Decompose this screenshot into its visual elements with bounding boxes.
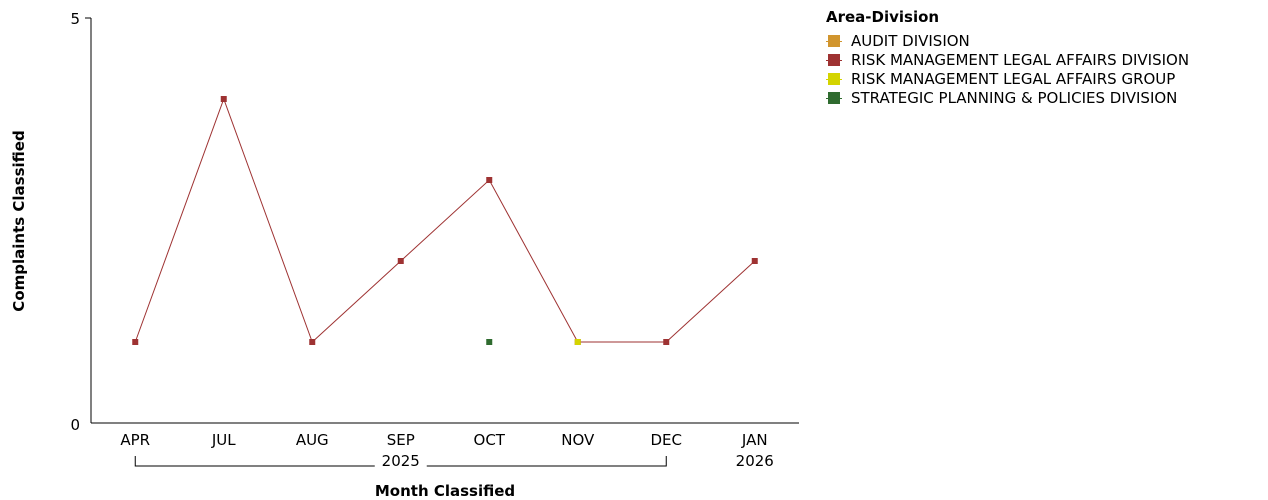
- year-bracket-right: [426, 456, 667, 467]
- year-bracket-left: [134, 456, 375, 467]
- data-point[interactable]: [751, 258, 758, 264]
- year-group-label: 2025: [382, 452, 420, 470]
- legend-item[interactable]: RISK MANAGEMENT LEGAL AFFAIRS GROUP: [826, 69, 1189, 88]
- legend-item[interactable]: STRATEGIC PLANNING & POLICIES DIVISION: [826, 88, 1189, 107]
- x-tick-label: JUL: [211, 431, 236, 449]
- data-point[interactable]: [397, 258, 404, 264]
- axes: [85, 17, 799, 424]
- legend: Area-Division AUDIT DIVISION RISK MANAGEM…: [826, 8, 1189, 107]
- y-tick-label: 0: [70, 416, 80, 434]
- legend-label: AUDIT DIVISION: [851, 31, 970, 50]
- legend-item[interactable]: AUDIT DIVISION: [826, 31, 1189, 50]
- year-group-label: 2026: [736, 452, 774, 470]
- data-point[interactable]: [574, 339, 581, 345]
- y-tick-label: 5: [70, 10, 80, 28]
- legend-label: STRATEGIC PLANNING & POLICIES DIVISION: [851, 88, 1178, 107]
- data-point[interactable]: [486, 177, 493, 183]
- legend-swatch: [826, 72, 842, 85]
- x-tick-label: AUG: [296, 431, 329, 449]
- data-point[interactable]: [486, 339, 493, 345]
- x-tick-label: SEP: [387, 431, 415, 449]
- legend-item[interactable]: RISK MANAGEMENT LEGAL AFFAIRS DIVISION: [826, 50, 1189, 69]
- data-point[interactable]: [663, 339, 670, 345]
- x-tick-label: NOV: [561, 431, 595, 449]
- x-tick-label: JAN: [741, 431, 768, 449]
- data-point[interactable]: [132, 339, 139, 345]
- series-line-1: [134, 97, 756, 343]
- x-tick-label: OCT: [474, 431, 506, 449]
- x-axis-title: Month Classified: [375, 482, 515, 500]
- legend-swatch: [826, 91, 842, 104]
- y-axis-title: Complaints Classified: [10, 130, 28, 311]
- legend-label: RISK MANAGEMENT LEGAL AFFAIRS GROUP: [851, 69, 1176, 88]
- legend-swatch: [826, 53, 842, 66]
- x-tick-label: APR: [120, 431, 150, 449]
- x-tick-label: DEC: [650, 431, 682, 449]
- legend-title: Area-Division: [826, 8, 940, 26]
- data-point[interactable]: [220, 96, 227, 102]
- data-point[interactable]: [309, 339, 316, 345]
- legend-swatch: [826, 34, 842, 47]
- legend-label: RISK MANAGEMENT LEGAL AFFAIRS DIVISION: [851, 50, 1190, 69]
